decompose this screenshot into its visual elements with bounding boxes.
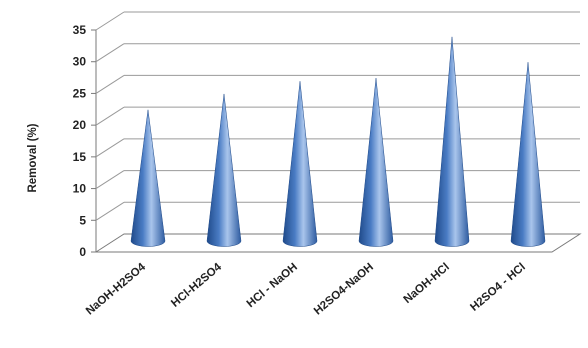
- gridline-depth: [95, 75, 125, 94]
- y-axis-ticks: 0 5 10 15 20 25 30 35: [73, 23, 96, 259]
- gridline-depth: [95, 106, 125, 126]
- bars: [130, 36, 546, 247]
- bar: [130, 109, 166, 247]
- gridlines: [94, 11, 582, 253]
- x-tick-label: NaOH-H2SO4: [84, 261, 148, 318]
- x-tick-label: NaOH-HCl: [402, 261, 452, 306]
- x-tick-label: HCl-H2SO4: [169, 261, 224, 310]
- bar: [358, 78, 394, 247]
- y-axis-label: Removal (%): [27, 123, 39, 192]
- bar-cone: [358, 78, 394, 247]
- y-tick-label: 25: [73, 86, 87, 100]
- bar-cone: [206, 93, 242, 247]
- y-tick-label: 30: [73, 55, 87, 69]
- bar-cone: [282, 81, 318, 247]
- bar: [206, 93, 242, 247]
- bar: [434, 36, 470, 247]
- gridline-depth: [95, 43, 125, 63]
- y-tick-label: 15: [73, 150, 87, 164]
- y-tick-label: 10: [73, 182, 87, 196]
- y-tick-label: 35: [73, 23, 87, 37]
- bar: [282, 81, 318, 247]
- gridline-depth: [95, 201, 125, 221]
- y-tick-label: 0: [79, 245, 86, 259]
- bar-cone: [510, 62, 546, 247]
- bar-cone: [434, 36, 470, 247]
- x-axis-ticks: NaOH-H2SO4 HCl-H2SO4 HCl - NaOH H2SO4-NaOH N…: [84, 261, 528, 318]
- floor: [94, 233, 582, 253]
- gridline-depth: [95, 11, 125, 31]
- x-tick-label: H2SO4-NaOH: [312, 261, 376, 317]
- bar-cone: [130, 109, 166, 247]
- y-tick-label: 20: [73, 118, 87, 132]
- gridline-depth: [95, 170, 125, 189]
- y-tick-label: 5: [79, 213, 86, 227]
- gridline-depth: [95, 138, 125, 158]
- bar: [510, 62, 546, 247]
- x-tick-label: H2SO4 - HCl: [468, 261, 528, 314]
- x-tick-label: HCl - NaOH: [245, 261, 300, 310]
